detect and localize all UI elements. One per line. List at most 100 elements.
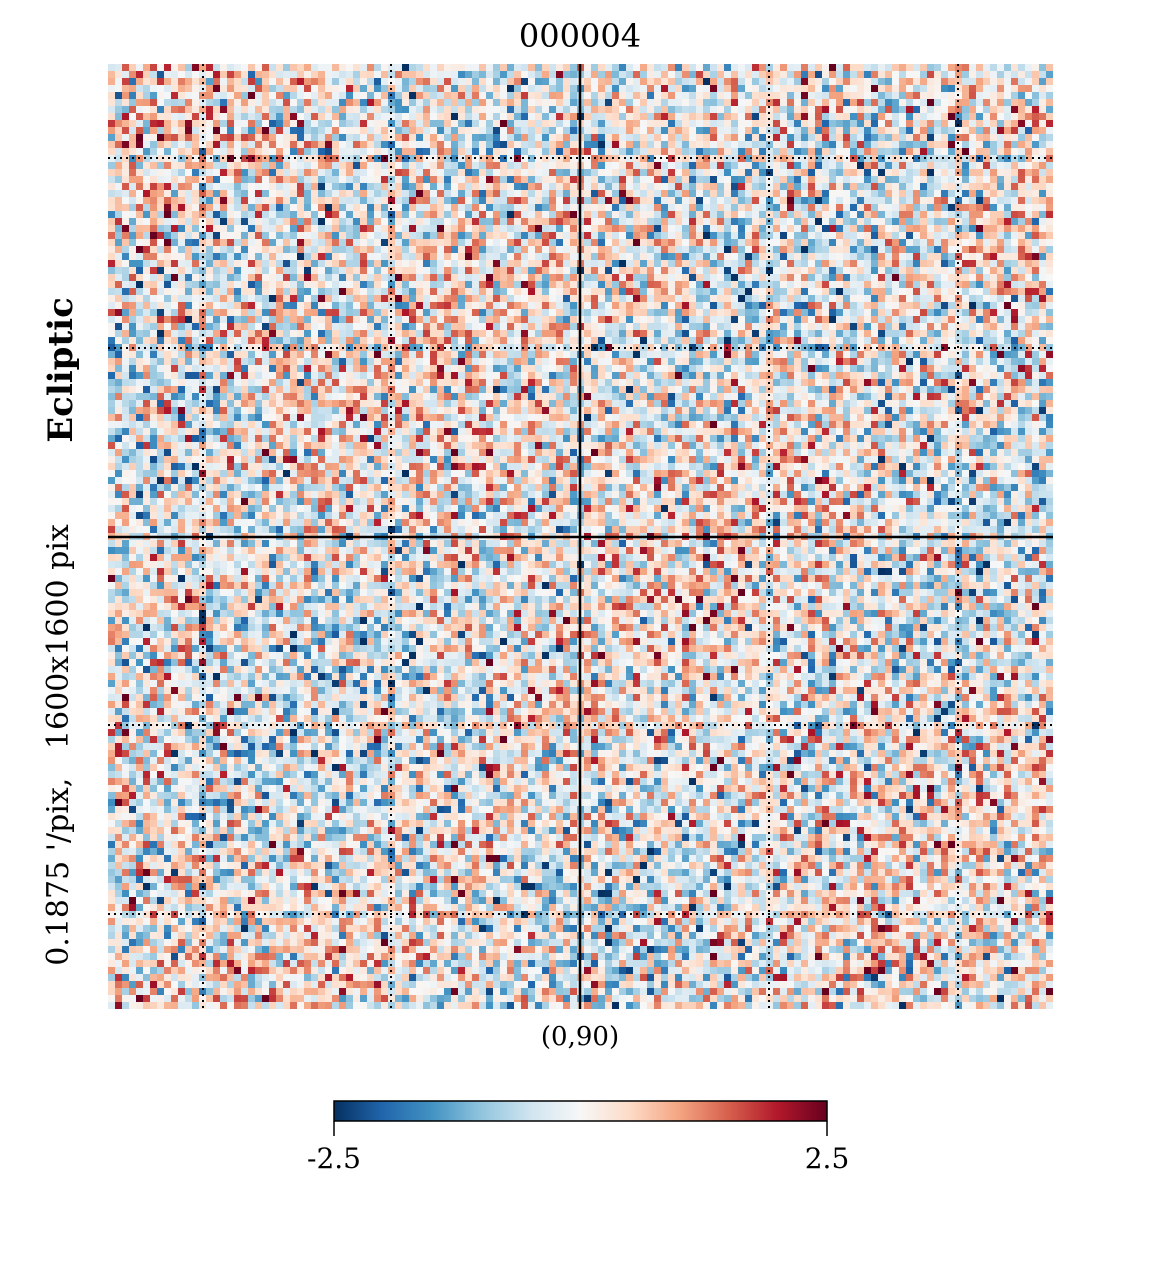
map-pixel: [794, 295, 802, 303]
map-pixel: [1025, 141, 1033, 149]
map-pixel: [514, 183, 522, 191]
map-pixel: [696, 141, 704, 149]
map-pixel: [150, 64, 158, 72]
map-pixel: [668, 288, 676, 296]
map-pixel: [304, 274, 312, 282]
map-pixel: [941, 281, 949, 289]
map-pixel: [409, 64, 417, 72]
map-pixel: [129, 162, 137, 170]
map-pixel: [864, 190, 872, 198]
map-pixel: [780, 106, 788, 114]
map-pixel: [122, 246, 130, 254]
map-pixel: [822, 253, 830, 261]
map-pixel: [941, 218, 949, 226]
map-pixel: [626, 260, 634, 268]
map-pixel: [332, 78, 340, 86]
map-pixel: [528, 281, 536, 289]
map-pixel: [136, 92, 144, 100]
map-pixel: [983, 316, 991, 324]
map-pixel: [465, 169, 473, 177]
map-pixel: [696, 295, 704, 303]
map-pixel: [241, 218, 249, 226]
map-pixel: [199, 246, 207, 254]
map-pixel: [325, 239, 333, 247]
map-pixel: [1032, 106, 1040, 114]
map-pixel: [493, 302, 501, 310]
map-pixel: [633, 246, 641, 254]
map-pixel: [689, 176, 697, 184]
map-pixel: [990, 64, 998, 72]
map-pixel: [682, 85, 690, 93]
map-pixel: [234, 295, 242, 303]
map-pixel: [899, 260, 907, 268]
map-pixel: [654, 183, 662, 191]
map-pixel: [913, 162, 921, 170]
map-pixel: [549, 288, 557, 296]
map-pixel: [437, 316, 445, 324]
map-pixel: [535, 134, 543, 142]
map-pixel: [759, 134, 767, 142]
map-pixel: [255, 183, 263, 191]
map-pixel: [1025, 120, 1033, 128]
map-pixel: [563, 78, 571, 86]
map-pixel: [325, 309, 333, 317]
map-pixel: [395, 225, 403, 233]
map-pixel: [822, 225, 830, 233]
map-pixel: [969, 232, 977, 240]
map-pixel: [311, 218, 319, 226]
map-pixel: [752, 274, 760, 282]
map-pixel: [626, 253, 634, 261]
map-pixel: [1046, 155, 1053, 163]
map-pixel: [479, 246, 487, 254]
map-pixel: [899, 92, 907, 100]
map-pixel: [150, 155, 158, 163]
map-pixel: [339, 281, 347, 289]
map-pixel: [416, 288, 424, 296]
map-pixel: [857, 190, 865, 198]
map-pixel: [213, 113, 221, 121]
map-pixel: [206, 218, 214, 226]
map-pixel: [416, 246, 424, 254]
map-pixel: [185, 148, 193, 156]
map-pixel: [423, 204, 431, 212]
map-pixel: [311, 288, 319, 296]
map-pixel: [640, 309, 648, 317]
map-pixel: [395, 64, 403, 72]
map-pixel: [269, 99, 277, 107]
map-pixel: [297, 71, 305, 79]
map-pixel: [1011, 71, 1019, 79]
map-pixel: [906, 85, 914, 93]
map-pixel: [360, 197, 368, 205]
map-pixel: [969, 267, 977, 275]
map-pixel: [402, 64, 410, 72]
map-pixel: [836, 85, 844, 93]
map-pixel: [689, 141, 697, 149]
map-pixel: [458, 309, 466, 317]
map-pixel: [143, 183, 151, 191]
map-pixel: [479, 64, 487, 72]
map-pixel: [444, 176, 452, 184]
map-pixel: [248, 148, 256, 156]
map-pixel: [1004, 99, 1012, 107]
map-pixel: [157, 288, 165, 296]
map-pixel: [290, 239, 298, 247]
map-pixel: [402, 127, 410, 135]
map-pixel: [815, 204, 823, 212]
map-pixel: [822, 218, 830, 226]
map-pixel: [570, 316, 578, 324]
map-pixel: [598, 204, 606, 212]
map-pixel: [409, 127, 417, 135]
map-pixel: [318, 204, 326, 212]
map-pixel: [143, 302, 151, 310]
map-pixel: [619, 197, 627, 205]
map-pixel: [745, 204, 753, 212]
map-pixel: [234, 127, 242, 135]
map-pixel: [563, 127, 571, 135]
map-pixel: [661, 197, 669, 205]
map-pixel: [843, 204, 851, 212]
map-pixel: [423, 106, 431, 114]
map-pixel: [948, 92, 956, 100]
map-pixel: [528, 162, 536, 170]
map-pixel: [1004, 71, 1012, 79]
map-pixel: [962, 92, 970, 100]
